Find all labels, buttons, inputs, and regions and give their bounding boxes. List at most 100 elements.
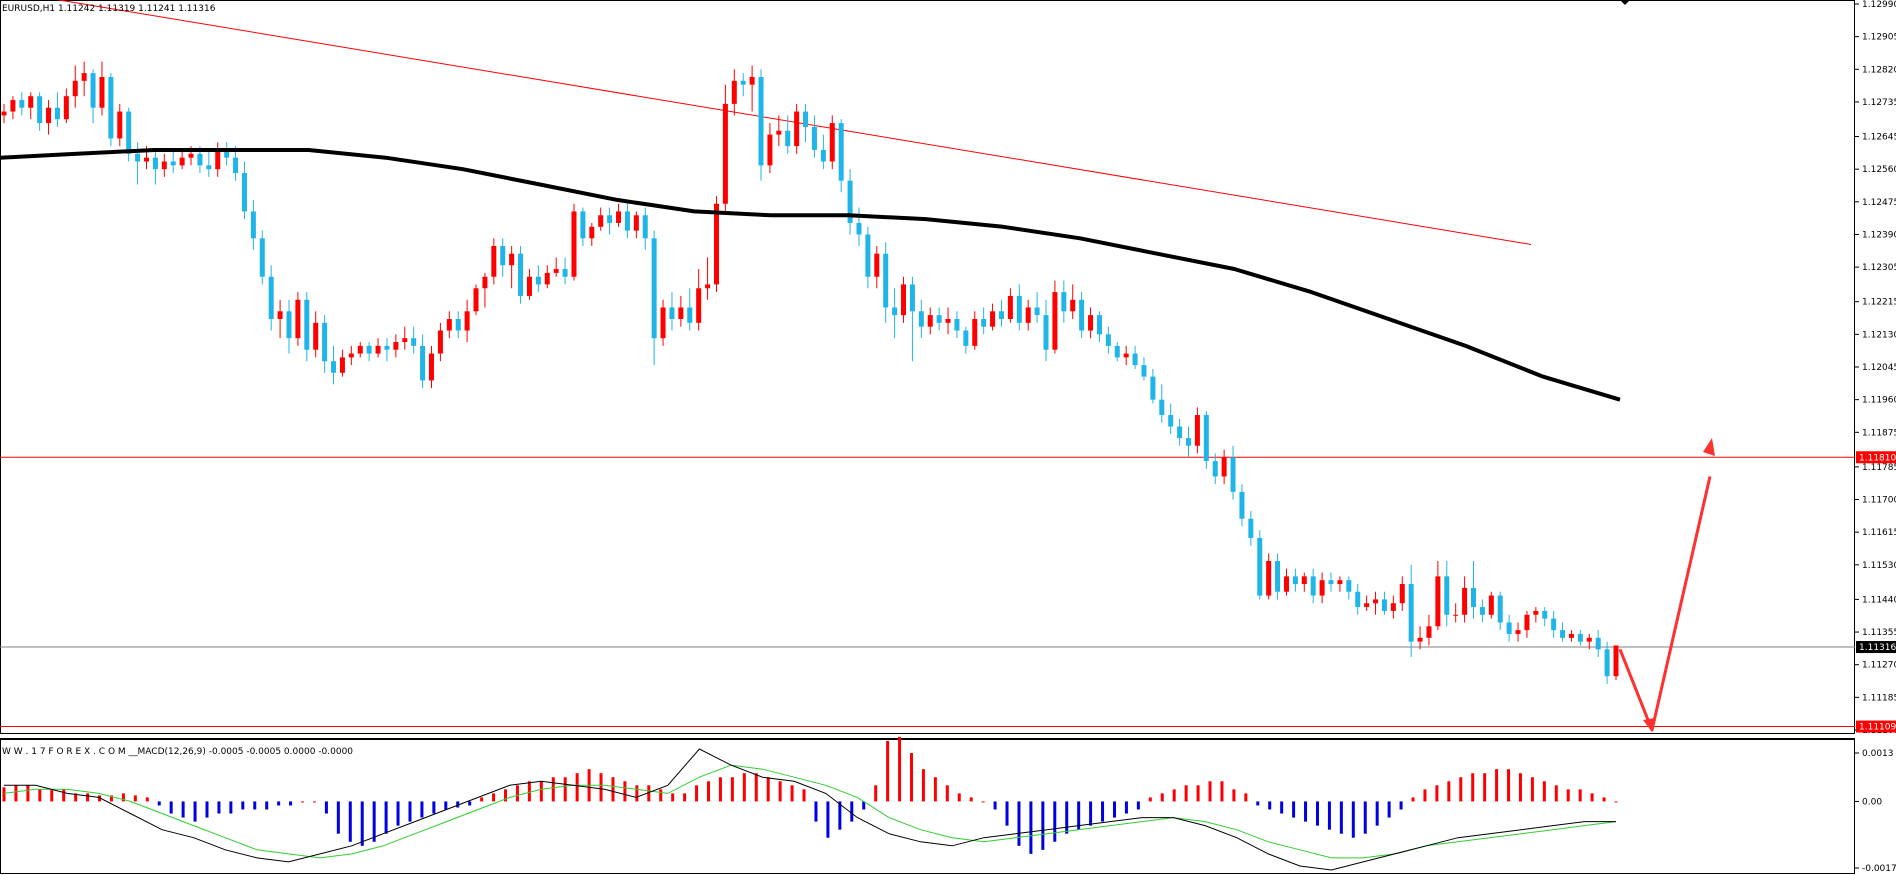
macd-histogram-bar	[1399, 801, 1403, 810]
macd-histogram-bar	[396, 801, 400, 826]
candle-body	[482, 276, 488, 289]
macd-histogram-bar	[707, 781, 711, 802]
candle-body	[998, 311, 1004, 319]
candle-body	[892, 307, 898, 316]
macd-histogram-bar	[838, 801, 842, 830]
candle-body	[518, 253, 524, 296]
macd-histogram-bar	[98, 795, 102, 802]
macd-histogram-bar	[730, 777, 734, 802]
macd-histogram-bar	[38, 789, 42, 802]
horizontal-levels-layer	[0, 456, 1855, 728]
macd-histogram-bar	[1196, 785, 1200, 802]
candle-body	[1159, 399, 1165, 416]
candle-body	[526, 276, 532, 296]
macd-histogram-bar	[169, 801, 173, 814]
candle-body	[90, 73, 96, 108]
macd-histogram-bar	[1578, 789, 1582, 802]
candle-body	[428, 353, 434, 381]
macd-histogram-bar	[1017, 801, 1021, 846]
macd-histogram-bar	[1077, 801, 1081, 830]
candle-body	[1488, 595, 1494, 615]
macd-histogram-bar	[1554, 785, 1558, 802]
candle-body	[348, 353, 354, 358]
macd-histogram-bar	[1053, 801, 1057, 842]
macd-histogram-bar	[420, 801, 424, 818]
price-tick-label: 1.12560	[1862, 165, 1896, 175]
candle-body	[1515, 630, 1521, 634]
macd-histogram-bar	[647, 785, 651, 802]
macd-histogram-bar	[539, 781, 543, 802]
price-tag-label: 1.11810	[1859, 453, 1896, 463]
macd-histogram-bar	[432, 801, 436, 814]
candle-body	[135, 153, 141, 162]
candle-body	[936, 315, 942, 323]
candle-body	[624, 211, 630, 231]
candle-body	[375, 345, 381, 354]
candles-layer	[1, 61, 1619, 684]
macd-tick-label: 0.00	[1862, 797, 1882, 807]
price-tick-label: 1.12905	[1862, 33, 1896, 43]
price-tick-label: 1.11785	[1862, 463, 1896, 473]
macd-histogram-bar	[229, 801, 233, 814]
macd-histogram-bar	[850, 801, 854, 822]
candle-body	[1105, 334, 1111, 346]
candle-body	[1462, 587, 1468, 615]
macd-histogram-bar	[312, 801, 316, 803]
candle-body	[740, 80, 746, 85]
macd-histogram-bar	[157, 801, 161, 806]
candle-body	[1221, 457, 1227, 477]
candle-body	[758, 76, 764, 166]
macd-histogram-bar	[1614, 801, 1618, 803]
candle-body	[500, 246, 506, 266]
macd-histogram-bar	[1089, 801, 1093, 826]
candle-body	[1016, 295, 1022, 323]
candle-body	[28, 96, 34, 108]
macd-histogram-bar	[360, 801, 364, 846]
macd-histogram-bar	[1041, 801, 1045, 850]
candle-body	[233, 157, 239, 174]
candle-body	[402, 338, 408, 343]
candle-body	[1034, 307, 1040, 316]
macd-histogram-bar	[145, 797, 149, 802]
candle-body	[1346, 580, 1352, 592]
macd-histogram-bar	[826, 801, 830, 838]
macd-histogram-bar	[551, 777, 555, 802]
candle-body	[660, 307, 666, 339]
macd-histogram-bar	[217, 801, 221, 814]
candle-body	[1007, 295, 1013, 319]
macd-histogram-bar	[121, 793, 125, 802]
macd-histogram-bar	[1483, 773, 1487, 802]
candle-body	[304, 299, 310, 350]
macd-histogram-bar	[1172, 789, 1176, 802]
candle-body	[1417, 637, 1423, 642]
candle-body	[1435, 576, 1441, 627]
macd-histogram-bar	[1602, 797, 1606, 802]
down-arrowhead-icon	[1643, 718, 1655, 732]
macd-histogram-bar	[348, 801, 352, 842]
candle-body	[1577, 633, 1583, 642]
price-tick-label: 1.11615	[1862, 528, 1896, 538]
candle-body	[1426, 626, 1432, 638]
candle-body	[1479, 607, 1485, 615]
candle-body	[1088, 315, 1094, 331]
candle-body	[10, 100, 16, 112]
candle-body	[1533, 610, 1539, 615]
candle-body	[1177, 426, 1183, 439]
macd-histogram-bar	[1208, 781, 1212, 802]
candle-body	[1328, 580, 1334, 585]
macd-histogram-bar	[862, 801, 866, 810]
candle-body	[446, 318, 452, 331]
macd-histogram-bar	[1280, 801, 1284, 814]
price-tag-label: 1.11109	[1859, 723, 1896, 733]
macd-histogram-bar	[50, 790, 54, 802]
price-tick-label: 1.12475	[1862, 198, 1896, 208]
macd-histogram-bar	[1184, 785, 1188, 802]
macd-header: W W . 1 7 F O R E X . C O M __MACD(12,26…	[2, 747, 353, 757]
candle-body	[366, 345, 372, 354]
candle-body	[37, 96, 43, 124]
price-tick-label: 1.11355	[1862, 628, 1896, 638]
candle-body	[54, 107, 60, 120]
candle-body	[1586, 637, 1592, 642]
